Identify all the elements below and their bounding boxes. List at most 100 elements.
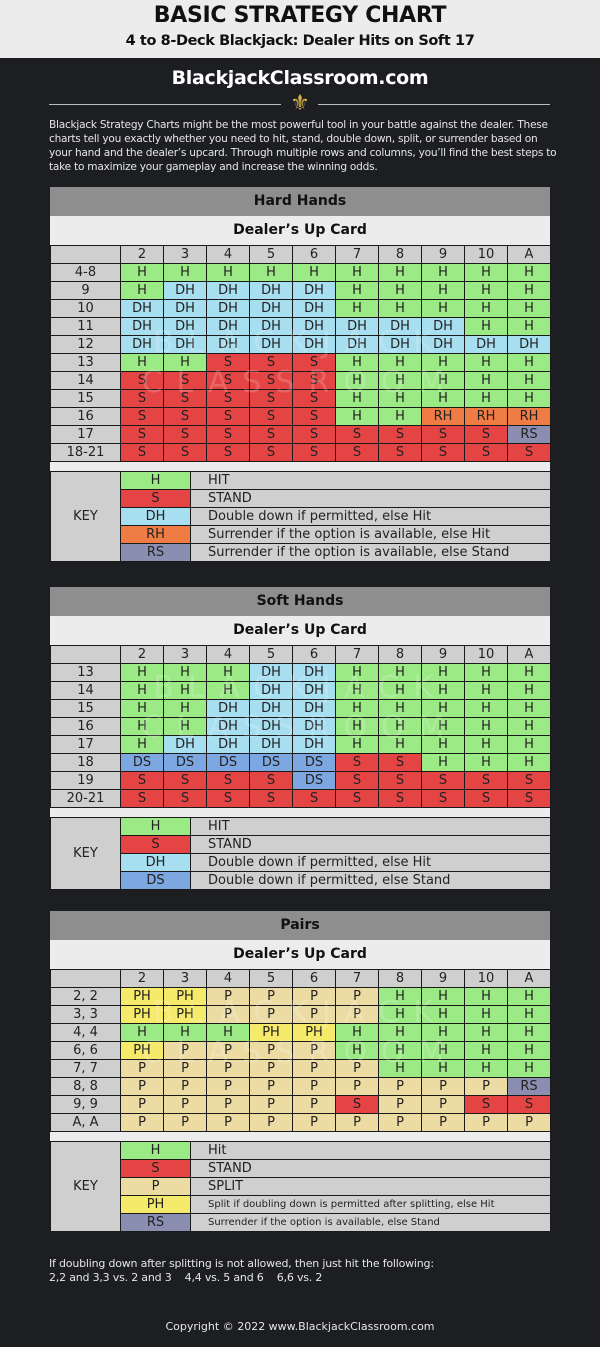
action-cell: H <box>163 263 207 282</box>
action-cell: S <box>206 389 250 408</box>
dealer-card-4: 4 <box>206 969 250 988</box>
dealer-card-9: 9 <box>421 245 465 264</box>
player-hand-label: 18 <box>50 753 121 772</box>
key-row: DH Double down if permitted, else Hit <box>51 853 551 872</box>
action-cell: S <box>163 407 207 426</box>
action-cell: DH <box>335 335 379 354</box>
corner-cell <box>50 245 121 264</box>
action-cell: DH <box>206 717 250 736</box>
action-cell: P <box>378 1095 422 1114</box>
action-cell: H <box>464 371 508 390</box>
action-cell: H <box>206 263 250 282</box>
action-cell: PH <box>292 1023 336 1042</box>
dealer-card-a: A <box>507 969 551 988</box>
action-cell: DH <box>378 317 422 336</box>
action-cell: DH <box>292 299 336 318</box>
key-description: Double down if permitted, else Stand <box>190 871 551 890</box>
action-cell: H <box>335 1041 379 1060</box>
action-cell: DH <box>507 335 551 354</box>
action-cell: S <box>206 443 250 462</box>
table-row: 2, 2 PH PH P P P P H H H H <box>50 987 551 1006</box>
action-cell: PH <box>163 987 207 1006</box>
player-hand-label: 4, 4 <box>50 1023 121 1042</box>
player-hand-label: 8, 8 <box>50 1077 121 1096</box>
key-code-swatch: PH <box>120 1195 191 1214</box>
action-cell: H <box>421 681 465 700</box>
action-cell: S <box>249 425 293 444</box>
dealer-card-9: 9 <box>421 969 465 988</box>
action-cell: H <box>120 1023 164 1042</box>
key-code-swatch: S <box>120 1159 191 1178</box>
player-hand-label: 18-21 <box>50 443 121 462</box>
action-cell: DH <box>292 717 336 736</box>
action-cell: P <box>163 1041 207 1060</box>
action-cell: S <box>335 1095 379 1114</box>
action-cell: S <box>464 1095 508 1114</box>
action-cell: DH <box>378 335 422 354</box>
action-cell: H <box>120 353 164 372</box>
action-cell: P <box>421 1113 465 1132</box>
dealer-card-9: 9 <box>421 645 465 664</box>
action-cell: P <box>206 1041 250 1060</box>
action-cell: PH <box>120 1041 164 1060</box>
action-cell: P <box>206 1113 250 1132</box>
action-cell: H <box>335 281 379 300</box>
action-cell: S <box>507 443 551 462</box>
player-hand-label: 3, 3 <box>50 1005 121 1024</box>
pairs-panel: Pairs Dealer’s Up Card 2 3 4 5 6 7 8 9 10 A 2, 2 PH… <box>50 911 551 1232</box>
dealer-card-5: 5 <box>249 969 293 988</box>
key-code-swatch: RS <box>120 543 191 562</box>
action-cell: H <box>120 681 164 700</box>
action-cell: H <box>335 735 379 754</box>
dealer-card-6: 6 <box>292 969 336 988</box>
fleur-de-lis-icon: ⚜ <box>290 91 310 116</box>
action-cell: P <box>378 1113 422 1132</box>
table-row: 19 S S S S DS S S S S S <box>50 771 551 790</box>
section-title: Pairs <box>50 911 550 940</box>
pairs-table: 2 3 4 5 6 7 8 9 10 A 2, 2 PH PH P P P P H H H H 3, 3 PH PH P P P P H… <box>50 969 551 1132</box>
action-cell: S <box>249 771 293 790</box>
action-cell: H <box>507 353 551 372</box>
action-cell: H <box>335 1023 379 1042</box>
action-cell: H <box>421 371 465 390</box>
key-row: S STAND <box>51 489 551 508</box>
action-cell: H <box>120 699 164 718</box>
player-hand-label: 9, 9 <box>50 1095 121 1114</box>
action-cell: RH <box>464 407 508 426</box>
player-hand-label: 7, 7 <box>50 1059 121 1078</box>
action-cell: S <box>421 789 465 808</box>
dealer-card-8: 8 <box>378 245 422 264</box>
action-cell: P <box>464 1077 508 1096</box>
action-cell: S <box>335 443 379 462</box>
key-description: Surrender if the option is available, el… <box>190 1213 551 1232</box>
intro-text: Blackjack Strategy Charts might be the m… <box>49 119 557 173</box>
action-cell: H <box>464 281 508 300</box>
action-cell: DH <box>292 681 336 700</box>
action-cell: H <box>163 681 207 700</box>
action-cell: S <box>163 771 207 790</box>
action-cell: P <box>249 1113 293 1132</box>
dealer-card-3: 3 <box>163 969 207 988</box>
action-cell: P <box>249 987 293 1006</box>
key-row: DH Double down if permitted, else Hit <box>51 507 551 526</box>
action-cell: DS <box>163 753 207 772</box>
player-hand-label: 9 <box>50 281 121 300</box>
action-cell: P <box>292 1113 336 1132</box>
dealer-card-2: 2 <box>120 645 164 664</box>
key-code-swatch: RS <box>120 1213 191 1232</box>
dealer-card-8: 8 <box>378 645 422 664</box>
key-code-swatch: H <box>120 1141 191 1160</box>
action-cell: H <box>378 735 422 754</box>
key-label: KEY <box>50 1141 121 1232</box>
dealer-card-a: A <box>507 645 551 664</box>
table-row: 13 H H H DH DH H H H H H <box>50 663 551 682</box>
dealer-card-5: 5 <box>249 245 293 264</box>
dealer-card-3: 3 <box>163 645 207 664</box>
action-cell: S <box>507 1095 551 1114</box>
action-cell: H <box>335 371 379 390</box>
action-cell: P <box>292 1059 336 1078</box>
action-cell: DH <box>163 735 207 754</box>
action-cell: S <box>206 425 250 444</box>
action-cell: H <box>378 699 422 718</box>
